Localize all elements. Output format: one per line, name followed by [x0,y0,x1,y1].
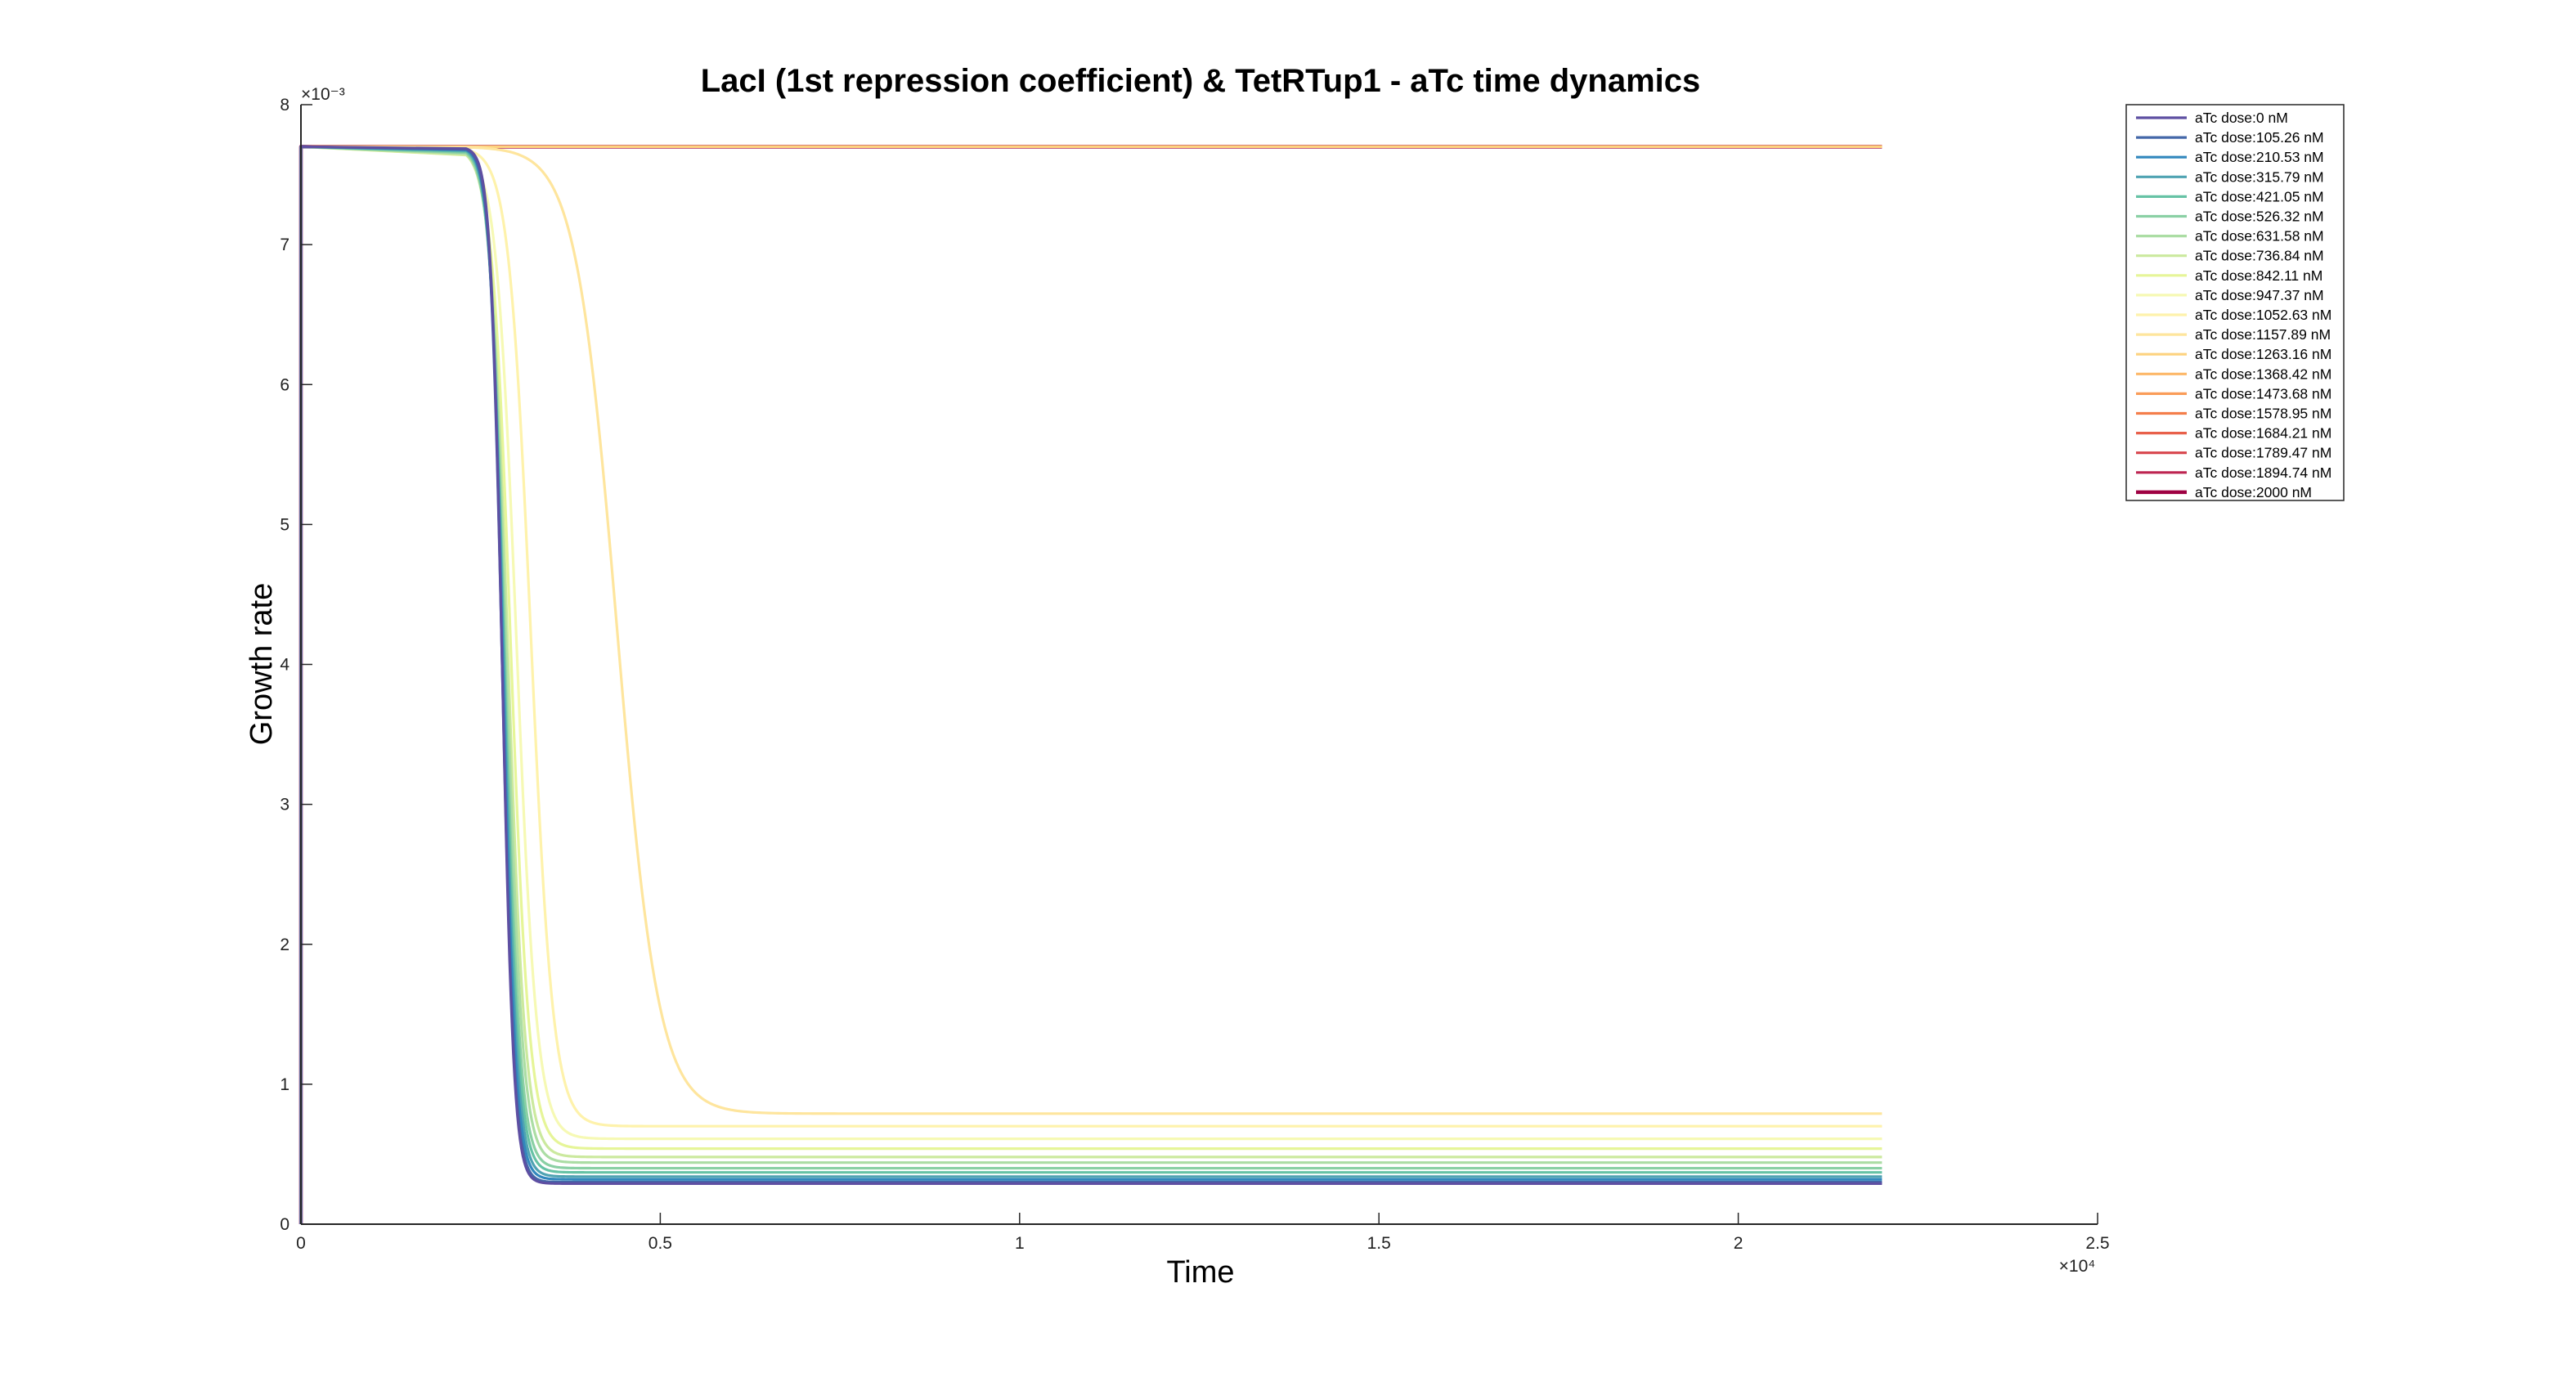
series-line [299,145,1883,1224]
legend-label: aTc dose:2000 nM [2195,484,2312,500]
x-axis-exponent: ×10⁴ [2059,1257,2096,1276]
y-tick-label: 2 [280,936,289,954]
legend-label: aTc dose:1263.16 nM [2195,346,2331,362]
legend-label: aTc dose:947.37 nM [2195,287,2324,303]
y-tick-label: 1 [280,1075,289,1094]
plot-area: 0 0.5 1 1.5 2 2.5 0 1 2 3 4 5 6 7 8 [280,96,2109,1253]
legend-label: aTc dose:1157.89 nM [2195,326,2331,343]
y-tick-label: 4 [280,656,289,675]
legend-label: aTc dose:0 nM [2195,110,2288,126]
legend-label: aTc dose:1684.21 nM [2195,425,2331,442]
y-tick-label: 5 [280,515,289,534]
x-ticks: 0 0.5 1 1.5 2 2.5 [296,1213,2110,1253]
legend-label: aTc dose:421.05 nM [2195,188,2324,204]
y-axis-label: Growth rate [245,583,279,746]
y-tick-label: 7 [280,236,289,254]
legend-label: aTc dose:1894.74 nM [2195,464,2331,481]
x-tick-label: 1 [1015,1234,1025,1253]
legend-label: aTc dose:1473.68 nM [2195,385,2331,402]
legend-label: aTc dose:736.84 nM [2195,248,2324,264]
x-axis-label: Time [1166,1255,1234,1290]
series-line [299,145,1883,1224]
legend-label: aTc dose:1789.47 nM [2195,445,2331,461]
y-tick-label: 0 [280,1215,289,1234]
legend-label: aTc dose:842.11 nM [2195,267,2322,284]
legend-label: aTc dose:1368.42 nM [2195,366,2331,382]
legend-label: aTc dose:1578.95 nM [2195,406,2331,422]
x-tick-label: 1.5 [1367,1234,1391,1253]
y-tick-label: 6 [280,375,289,394]
series-line [299,145,1883,1224]
x-tick-label: 2 [1734,1234,1744,1253]
legend-box [2125,104,2345,501]
series-line [299,145,1883,1224]
x-tick-label: 0.5 [648,1234,672,1253]
legend-items: aTc dose:0 nM aTc dose:105.26 nM aTc dose:… [2136,110,2331,500]
legend: aTc dose:0 nM aTc dose:105.26 nM aTc dose:… [2125,104,2345,501]
legend-label: aTc dose:631.58 nM [2195,228,2324,245]
y-tick-label: 3 [280,796,289,814]
y-ticks: 0 1 2 3 4 5 6 7 8 [280,96,312,1234]
x-tick-label: 2.5 [2085,1234,2109,1253]
legend-label: aTc dose:315.79 nM [2195,168,2324,185]
legend-label: aTc dose:1052.63 nM [2195,307,2331,323]
legend-label: aTc dose:526.32 nM [2195,209,2324,225]
legend-label: aTc dose:105.26 nM [2195,129,2324,146]
series-line [299,145,1883,1224]
series-line [299,145,1883,1224]
legend-label: aTc dose:210.53 nM [2195,149,2324,165]
axes-background [301,105,2098,1225]
y-axis-exponent: ×10⁻³ [301,85,345,104]
y-tick-label: 8 [280,96,289,114]
chart-title: LacI (1st repression coefficient) & TetR… [701,63,1701,99]
x-tick-label: 0 [296,1234,306,1253]
